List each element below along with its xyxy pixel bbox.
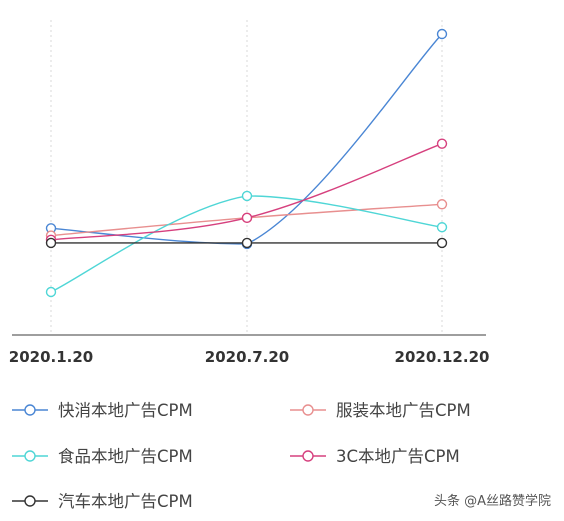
- legend-label: 汽车本地广告CPM: [58, 492, 193, 511]
- legend-circle-marker: [302, 450, 314, 462]
- gridlines: [50, 20, 443, 335]
- x-tick-label: 2020.7.20: [205, 348, 289, 366]
- legend-item[interactable]: 3C本地广告CPM: [290, 447, 460, 466]
- legend-label: 3C本地广告CPM: [336, 447, 460, 466]
- legend-circle-marker: [24, 404, 36, 416]
- legend-item[interactable]: 食品本地广告CPM: [12, 447, 193, 466]
- data-point: [436, 28, 448, 40]
- legend-circle-marker: [302, 404, 314, 416]
- data-point: [241, 190, 253, 202]
- legend-item[interactable]: 服装本地广告CPM: [290, 401, 471, 420]
- legend-label: 服装本地广告CPM: [336, 401, 471, 420]
- legend-item[interactable]: 汽车本地广告CPM: [12, 492, 193, 511]
- watermark-text: 头条 @A丝路赞学院: [434, 493, 551, 509]
- data-point: [241, 212, 253, 224]
- legend-label: 食品本地广告CPM: [58, 447, 193, 466]
- data-point: [436, 222, 448, 233]
- data-point: [45, 237, 57, 249]
- data-point: [436, 199, 448, 210]
- data-point: [436, 237, 448, 249]
- x-tick-labels: 2020.1.20 2020.7.20 2020.12.20: [9, 348, 490, 366]
- series-4: [45, 237, 448, 249]
- legend-label: 快消本地广告CPM: [58, 401, 193, 420]
- series-lines: [45, 28, 448, 298]
- series-2: [45, 190, 448, 298]
- series-line: [50, 33, 443, 245]
- data-point: [436, 138, 448, 149]
- x-tick-label: 2020.1.20: [9, 348, 93, 366]
- legend-circle-marker: [24, 495, 36, 507]
- data-point: [45, 286, 57, 298]
- x-tick-label: 2020.12.20: [395, 348, 490, 366]
- legend-circle-marker: [24, 450, 36, 462]
- legend: 快消本地广告CPM 服装本地广告CPM 食品本地广告CPM 3C本地广告CPM 汽车本地…: [12, 401, 471, 511]
- legend-item[interactable]: 快消本地广告CPM: [12, 401, 193, 420]
- data-point: [241, 237, 253, 249]
